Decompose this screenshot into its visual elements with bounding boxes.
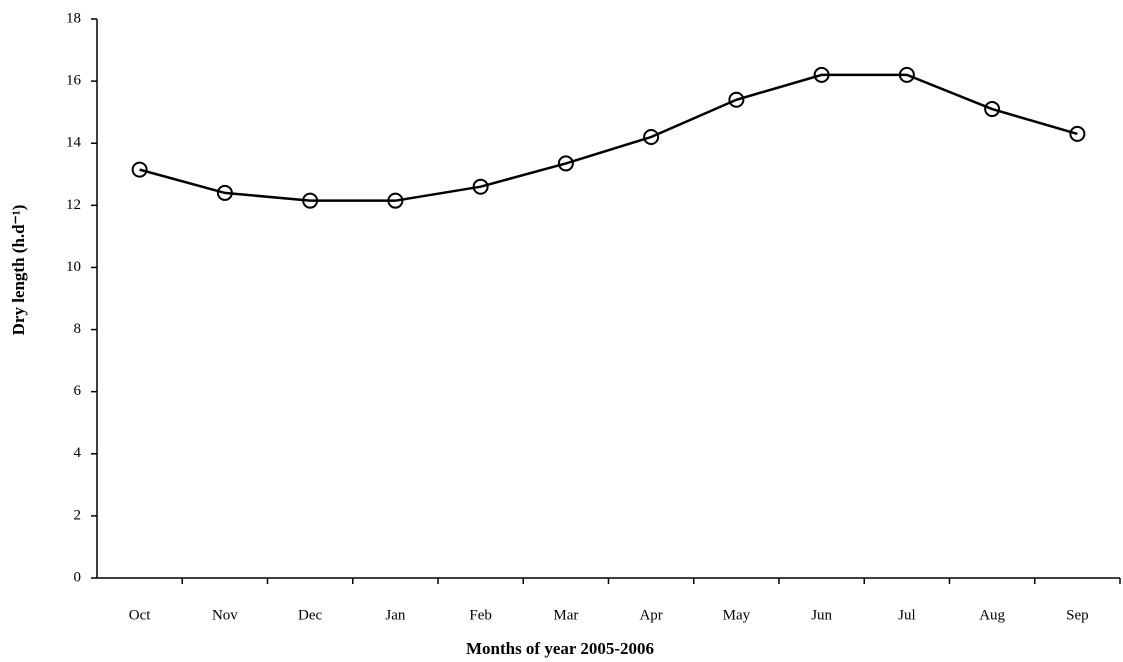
data-point [557, 155, 574, 172]
x-tick-label: Jan [385, 607, 405, 623]
x-tick-label: Jul [898, 607, 916, 623]
data-point [1069, 125, 1086, 142]
data-line [139, 73, 1078, 202]
data-point [387, 192, 404, 209]
x-tick-label: Mar [553, 607, 578, 623]
y-tick-label: 12 [66, 197, 81, 213]
data-point [813, 66, 830, 83]
y-tick-label: 4 [74, 445, 82, 461]
x-tick-label: Apr [639, 607, 662, 623]
y-tick-label: 18 [66, 10, 81, 26]
x-tick-label: Oct [129, 607, 151, 623]
y-tick-label: 0 [74, 569, 82, 585]
y-tick-label: 10 [66, 259, 81, 275]
data-point [472, 178, 489, 195]
data-point [984, 101, 1001, 118]
data-point [302, 192, 319, 209]
y-tick-label: 14 [66, 135, 82, 151]
y-tick-label: 16 [66, 73, 82, 89]
x-tick-label: Aug [979, 607, 1005, 623]
data-point [131, 161, 148, 178]
x-tick-label: May [723, 607, 751, 623]
y-tick-label: 8 [74, 321, 82, 337]
y-tick-label: 2 [74, 507, 82, 523]
y-tick-label: 6 [74, 383, 82, 399]
data-point [898, 66, 915, 83]
x-tick-label: Nov [212, 607, 238, 623]
x-tick-label: Sep [1066, 607, 1089, 623]
x-axis-title: Months of year 2005-2006 [466, 639, 654, 658]
data-point [216, 184, 233, 201]
data-point [643, 129, 660, 146]
data-point [728, 91, 745, 108]
x-tick-label: Jun [811, 607, 832, 623]
x-tick-label: Dec [298, 607, 322, 623]
y-axis-title: Dry length (h.d⁻¹) [9, 205, 28, 336]
x-tick-label: Feb [469, 607, 492, 623]
